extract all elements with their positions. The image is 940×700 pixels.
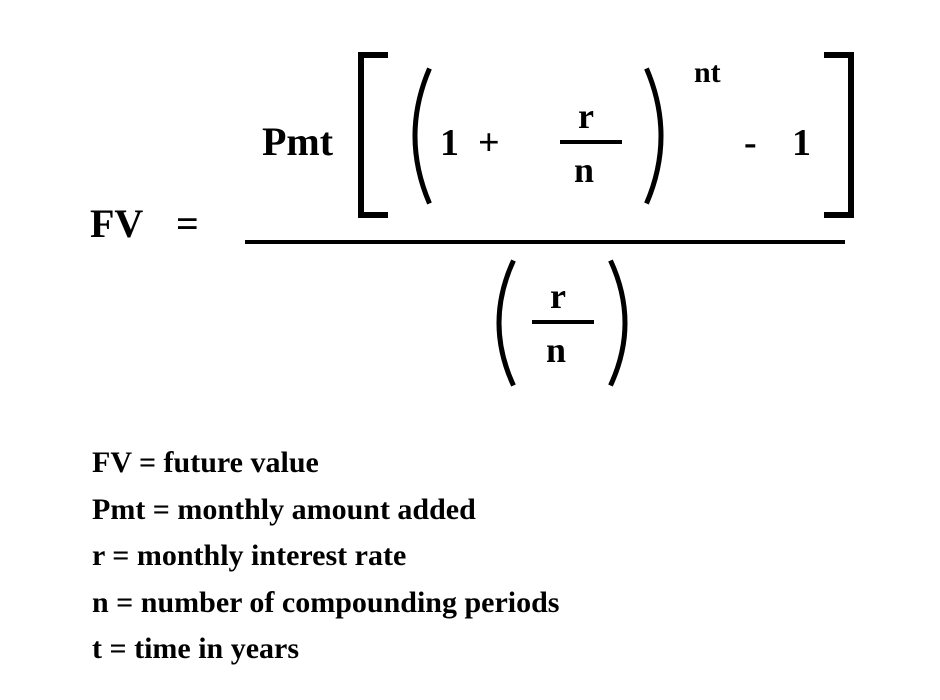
formula-canvas: FV = Pmt 1 + r n nt - 1 r n FV = future …: [0, 0, 940, 700]
legend-block: FV = future value Pmt = monthly amount a…: [92, 440, 559, 673]
numerator-right-paren: [644, 66, 678, 206]
minus-sign: -: [744, 124, 757, 162]
main-fraction-rule: [245, 240, 845, 244]
denominator-r: r: [550, 278, 566, 314]
trailing-one: 1: [792, 124, 811, 162]
left-bracket: [358, 52, 388, 218]
equals-sign: =: [176, 204, 199, 244]
denominator-right-paren: [608, 258, 642, 388]
numerator-left-paren: [398, 66, 432, 206]
one-plus: 1 +: [440, 124, 500, 162]
pmt-symbol: Pmt: [262, 122, 333, 162]
denominator-rn-rule: [532, 320, 594, 324]
denominator-n: n: [546, 332, 566, 368]
exponent-nt: nt: [694, 58, 721, 88]
legend-r: r = monthly interest rate: [92, 533, 559, 580]
legend-pmt: Pmt = monthly amount added: [92, 487, 559, 534]
denominator-left-paren: [482, 258, 516, 388]
numerator-n: n: [574, 152, 594, 188]
lhs-fv: FV: [90, 204, 143, 244]
legend-t: t = time in years: [92, 626, 559, 673]
right-bracket: [824, 52, 854, 218]
numerator-r: r: [578, 98, 594, 134]
legend-n: n = number of compounding periods: [92, 580, 559, 627]
legend-fv: FV = future value: [92, 440, 559, 487]
numerator-rn-rule: [560, 140, 622, 144]
